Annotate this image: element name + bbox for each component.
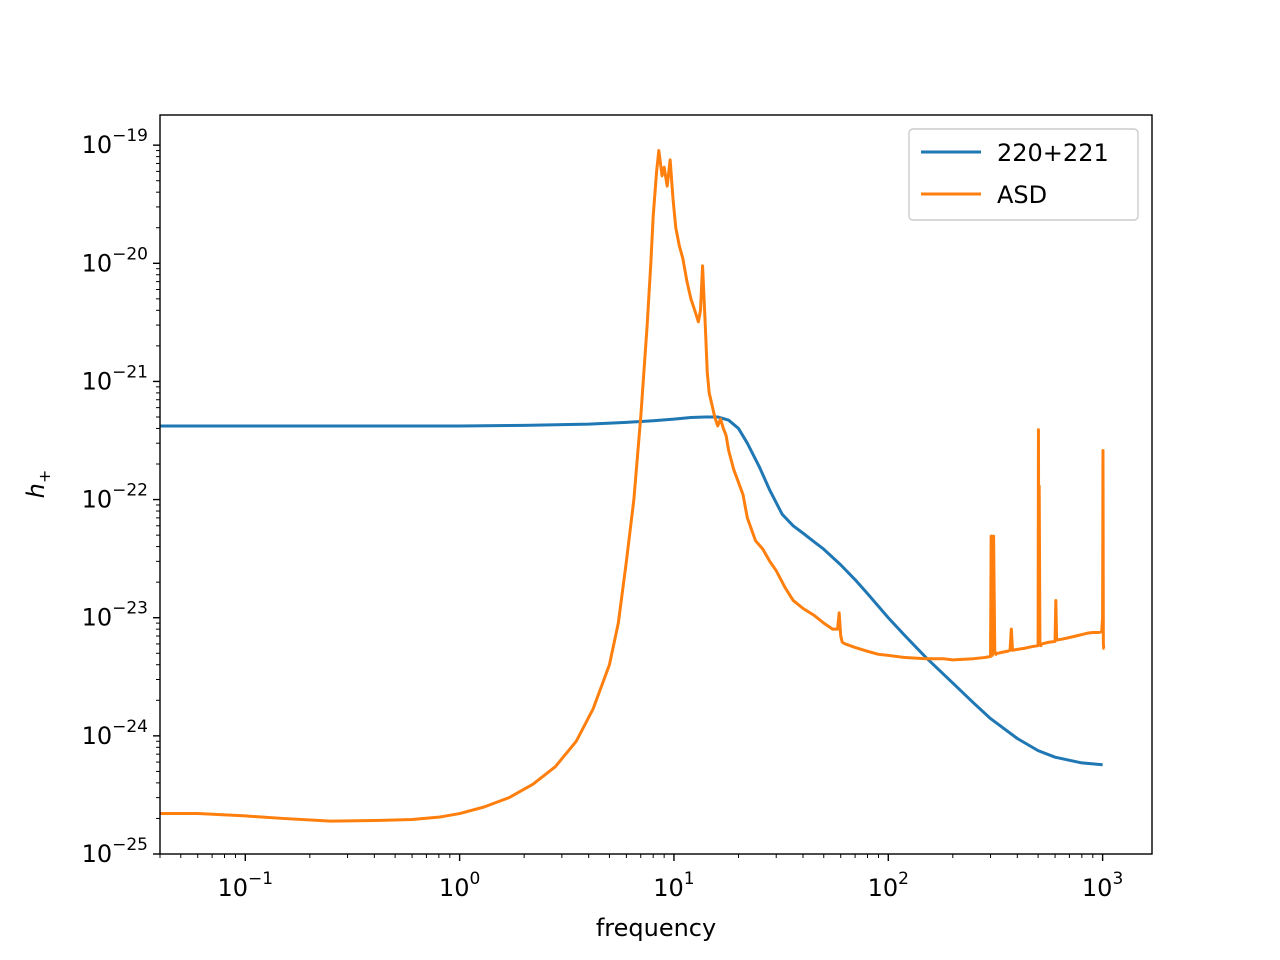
- x-tick-label: 102: [868, 869, 909, 902]
- x-axis-title: frequency: [596, 914, 716, 942]
- plot-frame: [159, 114, 1153, 855]
- x-axis-ticks: 10−1 100 101 102 103: [217, 854, 1123, 902]
- plot-area-background: [160, 115, 1152, 854]
- x-tick-label: 100: [439, 869, 480, 902]
- y-tick-label: 10−21: [82, 362, 148, 395]
- series-layer: [160, 149, 1106, 823]
- y-tick-label: 10−22: [82, 481, 148, 514]
- series-line-220-221: [160, 415, 1103, 767]
- legend-label-220-221: 220+221: [997, 139, 1109, 167]
- y-tick-label: 10−23: [82, 599, 148, 632]
- y-axis-title-sub: +: [35, 470, 54, 483]
- y-tick-label: 10−24: [82, 717, 148, 750]
- legend-label-asd: ASD: [997, 181, 1047, 209]
- x-tick-label: 101: [653, 869, 694, 902]
- y-axis-title: h+: [22, 470, 54, 499]
- x-tick-label: 10−1: [217, 869, 273, 902]
- legend: 220+221 ASD: [908, 128, 1139, 221]
- minor-ticks: [156, 150, 1094, 858]
- y-tick-label: 10−20: [82, 244, 148, 277]
- y-tick-label: 10−25: [82, 835, 148, 868]
- series-line-asd: [160, 149, 1106, 823]
- x-tick-label: 103: [1082, 869, 1123, 902]
- y-tick-label: 10−19: [82, 126, 148, 159]
- y-axis-ticks: 10−25 10−24 10−23 10−22 10−21 10−20 10−19: [82, 126, 160, 868]
- y-axis-title-base: h: [22, 483, 50, 498]
